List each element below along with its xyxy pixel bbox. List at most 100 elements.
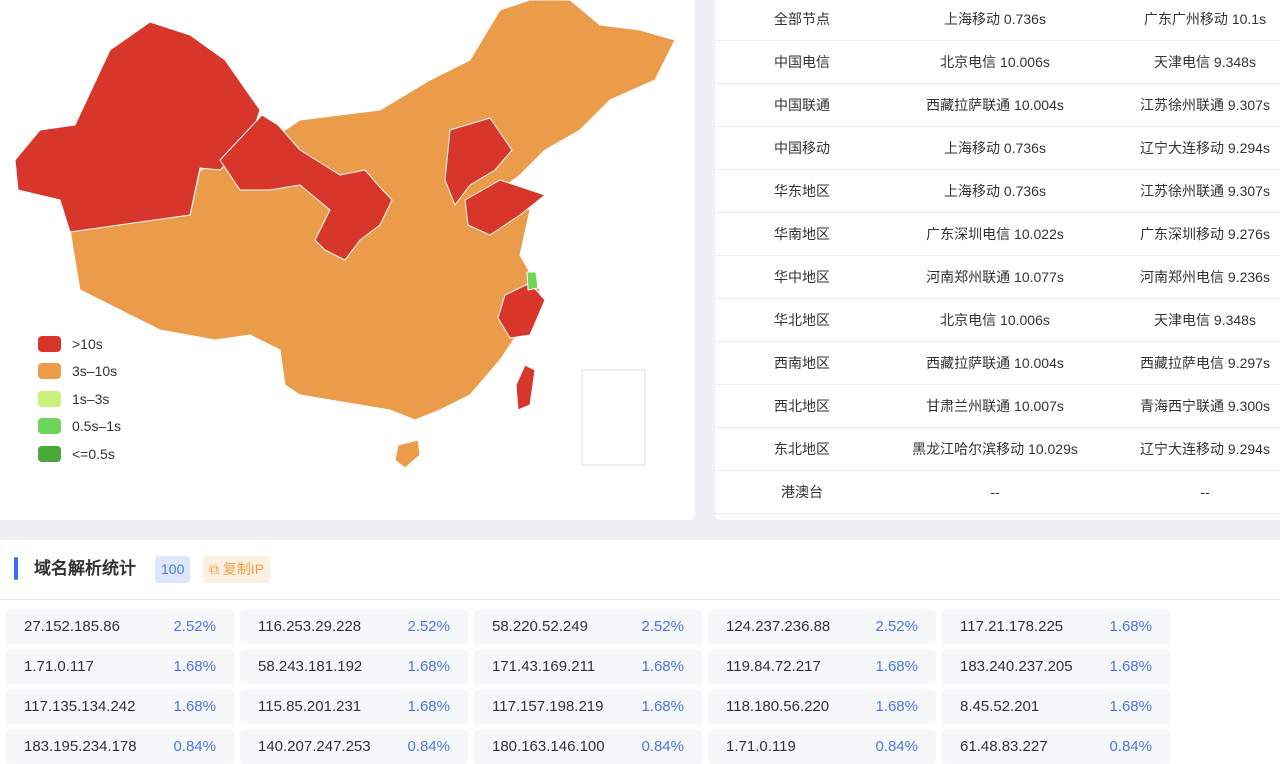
map-region-gansu[interactable]: [219, 114, 393, 261]
fastest-node: 河南郑州联通 10.077s: [926, 269, 1064, 285]
node-stats-table: 全部节点 上海移动 0.736s 广东广州移动 10.1s 中国电信 北京电信 10.0…: [715, 0, 1280, 520]
ip-address: 58.243.181.192: [258, 658, 363, 675]
ip-item[interactable]: 140.207.247.253 0.84%: [240, 730, 468, 764]
count-badge: 100: [155, 556, 191, 583]
ip-address: 58.220.52.249: [492, 618, 588, 635]
table-row: 华东地区 上海移动 0.736s 江苏徐州联通 9.307s: [715, 170, 1280, 213]
ip-percentage: 1.68%: [407, 658, 450, 675]
table-row: 中国电信 北京电信 10.006s 天津电信 9.348s: [715, 41, 1280, 84]
fastest-node: --: [990, 484, 1000, 500]
fastest-node: 黑龙江哈尔滨移动 10.029s: [912, 441, 1078, 457]
ip-address: 27.152.185.86: [24, 618, 120, 635]
legend-item[interactable]: 3s–10s: [38, 358, 121, 386]
ip-address: 140.207.247.253: [258, 738, 371, 755]
slowest-node: 江苏徐州联通 9.307s: [1140, 97, 1270, 113]
ip-item[interactable]: 8.45.52.201 1.68%: [942, 690, 1170, 724]
ip-percentage: 0.84%: [875, 738, 918, 755]
ip-item[interactable]: 171.43.169.211 1.68%: [474, 650, 702, 684]
ip-percentage: 2.52%: [875, 618, 918, 635]
ip-item[interactable]: 183.240.237.205 1.68%: [942, 650, 1170, 684]
legend-item[interactable]: 0.5s–1s: [38, 413, 121, 441]
ip-percentage: 1.68%: [641, 658, 684, 675]
fastest-node: 广东深圳电信 10.022s: [926, 226, 1064, 242]
ip-item[interactable]: 124.237.236.88 2.52%: [708, 610, 936, 644]
table-row: 华南地区 广东深圳电信 10.022s 广东深圳移动 9.276s: [715, 213, 1280, 256]
ip-item[interactable]: 117.135.134.242 1.68%: [6, 690, 234, 724]
ip-item[interactable]: 1.71.0.117 1.68%: [6, 650, 234, 684]
region-name: 华东地区: [774, 183, 830, 199]
map-region-taiwan[interactable]: [515, 364, 536, 411]
china-map: [14, 0, 676, 469]
ip-percentage: 1.68%: [173, 698, 216, 715]
ip-grid: 27.152.185.86 2.52% 116.253.29.228 2.52% 58.…: [6, 610, 1170, 764]
map-region-shanghai[interactable]: [526, 271, 539, 291]
table-row: 中国联通 西藏拉萨联通 10.004s 江苏徐州联通 9.307s: [715, 84, 1280, 127]
region-name: 中国移动: [774, 140, 830, 156]
map-legend: >10s 3s–10s 1s–3s 0.5s–1s <=0.5s: [38, 330, 121, 468]
ip-address: 183.195.234.178: [24, 738, 137, 755]
table-row: 西北地区 甘肃兰州联通 10.007s 青海西宁联通 9.300s: [715, 385, 1280, 428]
region-name: 西南地区: [774, 355, 830, 371]
copy-icon: ⧉: [209, 561, 219, 577]
region-name: 华北地区: [774, 312, 830, 328]
map-region-south-china-sea-inset: [581, 369, 646, 466]
ip-item[interactable]: 1.71.0.119 0.84%: [708, 730, 936, 764]
region-name: 华南地区: [774, 226, 830, 242]
legend-swatch: [38, 363, 61, 380]
title-accent-bar: [14, 557, 18, 580]
copy-ip-button[interactable]: ⧉ 复制IP: [203, 556, 271, 583]
legend-swatch: [38, 390, 61, 407]
ip-address: 8.45.52.201: [960, 698, 1040, 715]
slowest-node: 河南郑州电信 9.236s: [1140, 269, 1270, 285]
region-name: 中国联通: [774, 97, 830, 113]
table-row: 华中地区 河南郑州联通 10.077s 河南郑州电信 9.236s: [715, 256, 1280, 299]
slowest-node: 江苏徐州联通 9.307s: [1140, 183, 1270, 199]
slowest-node: 辽宁大连移动 9.294s: [1140, 441, 1270, 457]
dns-header: 域名解析统计 100 ⧉ 复制IP: [0, 540, 1280, 600]
ip-item[interactable]: 180.163.146.100 0.84%: [474, 730, 702, 764]
ip-item[interactable]: 183.195.234.178 0.84%: [6, 730, 234, 764]
map-region-shandong[interactable]: [464, 179, 546, 236]
slowest-node: 天津电信 9.348s: [1154, 312, 1256, 328]
ip-item[interactable]: 58.220.52.249 2.52%: [474, 610, 702, 644]
ip-item[interactable]: 117.21.178.225 1.68%: [942, 610, 1170, 644]
ip-address: 171.43.169.211: [492, 658, 596, 675]
region-name: 中国电信: [774, 54, 830, 70]
ip-address: 61.48.83.227: [960, 738, 1048, 755]
ip-address: 124.237.236.88: [726, 618, 831, 635]
ip-percentage: 1.68%: [407, 698, 450, 715]
ip-item[interactable]: 116.253.29.228 2.52%: [240, 610, 468, 644]
ip-item[interactable]: 27.152.185.86 2.52%: [6, 610, 234, 644]
map-region-hebei[interactable]: [444, 117, 513, 206]
ip-percentage: 1.68%: [173, 658, 216, 675]
map-region-hainan[interactable]: [394, 439, 421, 469]
legend-label: 3s–10s: [72, 363, 118, 380]
region-name: 全部节点: [774, 11, 830, 27]
ip-address: 183.240.237.205: [960, 658, 1073, 675]
ip-item[interactable]: 61.48.83.227 0.84%: [942, 730, 1170, 764]
copy-ip-label: 复制IP: [222, 561, 265, 577]
fastest-node: 北京电信 10.006s: [940, 312, 1050, 328]
fastest-node: 上海移动 0.736s: [944, 140, 1046, 156]
ip-item[interactable]: 118.180.56.220 1.68%: [708, 690, 936, 724]
legend-item[interactable]: <=0.5s: [38, 440, 121, 468]
fastest-node: 北京电信 10.006s: [940, 54, 1050, 70]
table-row: 全部节点 上海移动 0.736s 广东广州移动 10.1s: [715, 0, 1280, 41]
ip-percentage: 0.84%: [407, 738, 450, 755]
ip-address: 180.163.146.100: [492, 738, 605, 755]
ip-address: 116.253.29.228: [258, 618, 362, 635]
legend-item[interactable]: 1s–3s: [38, 385, 121, 413]
ip-percentage: 1.68%: [1109, 618, 1152, 635]
legend-item[interactable]: >10s: [38, 330, 121, 358]
ip-item[interactable]: 58.243.181.192 1.68%: [240, 650, 468, 684]
legend-swatch: [38, 335, 61, 352]
section-title: 域名解析统计: [34, 559, 136, 578]
slowest-node: 西藏拉萨电信 9.297s: [1140, 355, 1270, 371]
fastest-node: 西藏拉萨联通 10.004s: [926, 97, 1064, 113]
ip-percentage: 1.68%: [641, 698, 684, 715]
ip-item[interactable]: 115.85.201.231 1.68%: [240, 690, 468, 724]
ip-item[interactable]: 117.157.198.219 1.68%: [474, 690, 702, 724]
fastest-node: 西藏拉萨联通 10.004s: [926, 355, 1064, 371]
slowest-node: 天津电信 9.348s: [1154, 54, 1256, 70]
ip-item[interactable]: 119.84.72.217 1.68%: [708, 650, 936, 684]
